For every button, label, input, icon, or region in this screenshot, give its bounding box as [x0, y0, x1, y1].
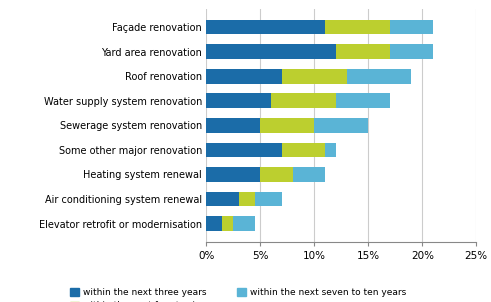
- Bar: [206, 192, 239, 207]
- Bar: [255, 192, 282, 207]
- Bar: [282, 143, 325, 157]
- Legend: within the next three years, within the next four to six years, within the next : within the next three years, within the …: [70, 288, 406, 302]
- Bar: [222, 216, 233, 231]
- Bar: [325, 143, 336, 157]
- Bar: [206, 216, 222, 231]
- Bar: [271, 93, 336, 108]
- Bar: [206, 44, 336, 59]
- Bar: [206, 20, 325, 34]
- Bar: [293, 167, 325, 182]
- Bar: [206, 167, 260, 182]
- Bar: [206, 143, 282, 157]
- Bar: [206, 93, 271, 108]
- Bar: [260, 118, 314, 133]
- Bar: [347, 69, 411, 84]
- Bar: [239, 192, 255, 207]
- Bar: [282, 69, 347, 84]
- Bar: [336, 44, 390, 59]
- Bar: [336, 93, 390, 108]
- Bar: [206, 69, 282, 84]
- Bar: [314, 118, 368, 133]
- Bar: [233, 216, 255, 231]
- Bar: [325, 20, 390, 34]
- Bar: [390, 44, 433, 59]
- Bar: [206, 118, 260, 133]
- Bar: [260, 167, 293, 182]
- Bar: [390, 20, 433, 34]
